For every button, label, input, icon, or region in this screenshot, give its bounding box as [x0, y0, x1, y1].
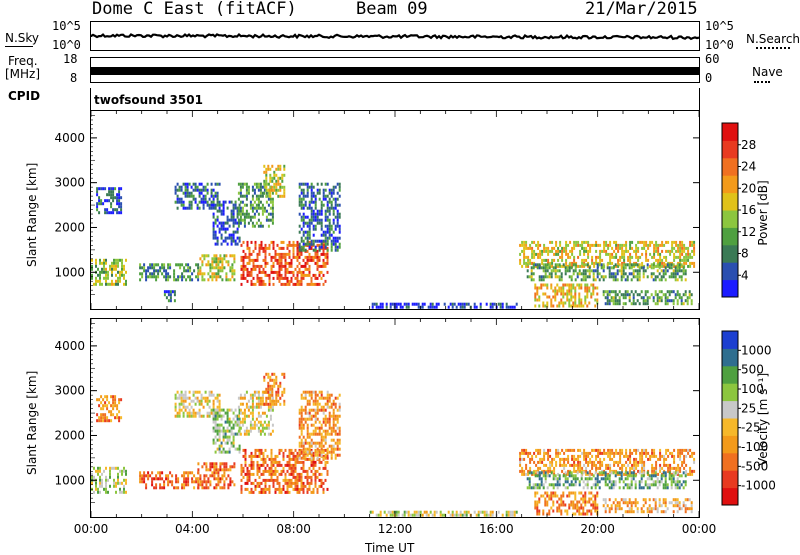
echo-region [527, 471, 687, 489]
xtick-label: 20:00 [580, 522, 615, 536]
colorbar-segment [722, 470, 738, 488]
ytick-label: 2000 [54, 428, 85, 442]
echo-region [197, 462, 235, 489]
colorbar-segment [722, 401, 738, 419]
echo-region [263, 373, 285, 406]
xtick-label: 08:00 [276, 522, 311, 536]
echo-region [603, 498, 693, 513]
xtick-label: 00:00 [682, 522, 717, 536]
echo-region [139, 471, 199, 489]
echo-region [96, 395, 122, 422]
ytick-label: 1000 [54, 473, 85, 487]
colorbar-segment [722, 348, 738, 366]
ytick-label: 4000 [54, 339, 85, 353]
xtick-label: 12:00 [378, 522, 413, 536]
xtick-label: 16:00 [479, 522, 514, 536]
echo-region [370, 511, 518, 517]
colorbar-tick-label: 25 [741, 401, 756, 415]
colorbar-segment [722, 331, 738, 349]
echo-region [534, 492, 598, 516]
xtick-label: 04:00 [175, 522, 210, 536]
xtick-label: 00:00 [74, 522, 109, 536]
velocity-ylabel: Slant Range [km] [25, 375, 39, 475]
colorbar-segment [722, 453, 738, 471]
colorbar-segment [722, 488, 738, 506]
colorbar-segment [722, 418, 738, 436]
velocity-colorbar-label: Velocity [m s⁻¹] [756, 376, 770, 466]
colorbar-tick-label: 1000 [741, 343, 772, 357]
xaxis-label: Time UT [365, 542, 414, 554]
colorbar-segment [722, 366, 738, 384]
colorbar-tick-label: -1000 [741, 479, 776, 493]
colorbar-segment [722, 435, 738, 453]
ytick-label: 3000 [54, 384, 85, 398]
colorbar-segment [722, 383, 738, 401]
